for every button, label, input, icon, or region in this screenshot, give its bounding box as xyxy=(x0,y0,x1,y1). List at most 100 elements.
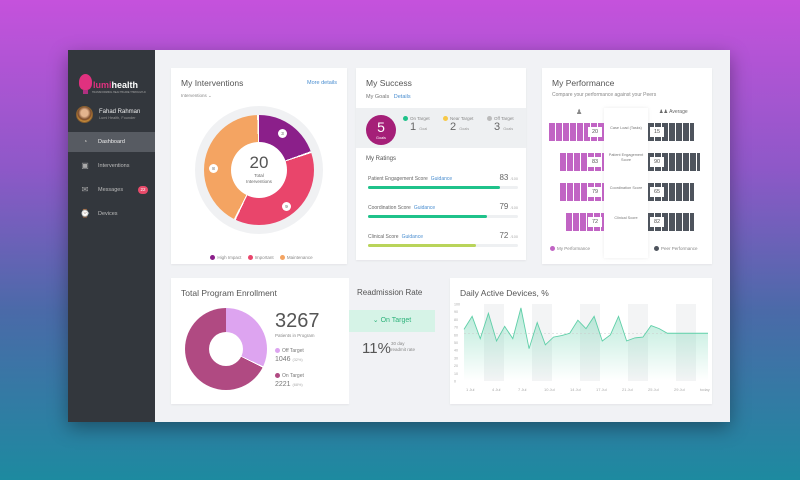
brand-name-part1: lumi xyxy=(93,80,112,90)
stat-label: Off Target xyxy=(494,116,514,121)
interventions-legend: High Impact Important Maintenance xyxy=(171,255,347,260)
card-title: My Interventions xyxy=(181,78,244,88)
app-window: lumi health TRANSFORMING HEALTHCARE THROU… xyxy=(68,50,730,422)
ratings-card: My Ratings Patient Engagement Score Guida… xyxy=(356,148,526,260)
on-target-status: ⌄ On Target xyxy=(349,310,435,332)
enrollment-donut-chart[interactable] xyxy=(185,308,267,390)
stat-label: On Target xyxy=(410,116,430,121)
high-impact-count: 3 xyxy=(278,129,287,138)
more-details-link[interactable]: More details xyxy=(307,80,337,86)
interventions-filter-dropdown[interactable]: Interventions ⌄ xyxy=(181,93,212,98)
sidebar-item-label: Devices xyxy=(98,211,118,217)
near-target-dot xyxy=(443,116,448,122)
success-card: My Success My Goals Details 5 Goals On T… xyxy=(356,68,526,148)
card-title: My Ratings xyxy=(366,156,397,162)
stat-unit: Goals xyxy=(503,127,514,132)
total-patients-value: 3267 xyxy=(275,310,320,332)
legend-dot-high-impact xyxy=(210,255,216,260)
y-tick-label: 50 xyxy=(454,341,458,345)
details-link[interactable]: Details xyxy=(393,94,411,100)
rating-coordination: Coordination Score Guidance 79 /100 xyxy=(368,202,518,218)
legend-label: High Impact xyxy=(217,254,242,260)
sidebar-nav: ◔ Dashboard ▣ Interventions ✉ Messages 2… xyxy=(68,132,155,224)
lightbulb-icon xyxy=(79,74,92,94)
guidance-link[interactable]: Guidance xyxy=(413,205,436,211)
card-title: Total Program Enrollment xyxy=(181,288,277,298)
my-value: 83 xyxy=(588,157,602,167)
speedometer-icon: ◔ xyxy=(82,137,88,146)
sidebar: lumi health TRANSFORMING HEALTHCARE THROU… xyxy=(68,50,155,422)
interventions-donut-chart: 20 Total Interventions 3 9 8 xyxy=(195,106,323,234)
logo: lumi health xyxy=(68,50,155,94)
daily-active-devices-chart[interactable]: 0 10 20 30 40 50 60 70 80 90 100 1 Jul 4 Jul 7 Jul 10 … xyxy=(450,278,712,404)
on-target-dot xyxy=(275,373,280,379)
rating-bar-fill xyxy=(368,186,500,189)
avatar[interactable] xyxy=(76,105,93,123)
rating-bar-fill xyxy=(368,215,487,218)
peer-value: 15 xyxy=(650,127,664,137)
on-target-value: 2221 xyxy=(275,381,291,388)
x-tick-label: 29 Jul xyxy=(674,387,685,392)
total-goals-circle: 5 Goals xyxy=(366,115,396,145)
guidance-link[interactable]: Guidance xyxy=(401,234,423,240)
off-target-dot xyxy=(275,348,280,354)
sidebar-item-interventions[interactable]: ▣ Interventions xyxy=(68,156,155,176)
y-tick-label: 90 xyxy=(454,310,458,314)
stat-unit: Goal xyxy=(419,127,428,132)
my-value: 20 xyxy=(588,127,602,137)
x-tick-label: today xyxy=(700,387,710,392)
user-profile[interactable]: Fahad Rahman Lumi Health, Founder xyxy=(68,95,155,129)
dashboard-content: My Interventions More details Interventi… xyxy=(155,50,730,422)
sidebar-item-devices[interactable]: ⌚ Devices xyxy=(68,204,155,224)
metric-label: Coordination Score xyxy=(609,186,643,190)
y-tick-label: 60 xyxy=(454,333,458,337)
guidance-link[interactable]: Guidance xyxy=(430,176,453,182)
total-interventions-value: 20 xyxy=(249,153,269,172)
off-target-label: Off Target xyxy=(282,348,304,354)
legend-dot xyxy=(550,246,555,252)
sidebar-item-dashboard[interactable]: ◔ Dashboard xyxy=(68,132,155,152)
legend-label: Maintenance xyxy=(286,254,313,260)
user-name: Fahad Rahman xyxy=(99,108,141,115)
rating-bar xyxy=(368,215,518,218)
goal-stat-off-target: Off Target 3 Goals xyxy=(487,116,514,133)
legend-label: My Performance xyxy=(557,246,591,251)
double-chevron-down-icon: ⌄ xyxy=(372,317,379,324)
y-tick-label: 10 xyxy=(454,372,458,376)
sidebar-item-messages[interactable]: ✉ Messages 22 xyxy=(68,180,155,200)
maintenance-count: 8 xyxy=(209,164,218,173)
watch-icon: ⌚ xyxy=(80,209,90,218)
off-target-stat: Off Target 1046 (32%) xyxy=(275,348,304,363)
donut-ring[interactable]: 20 Total Interventions xyxy=(204,115,314,225)
x-tick-label: 17 Jul xyxy=(596,387,607,392)
rating-value: 79 xyxy=(499,202,509,211)
performance-row-clinical: 72 Clinical Score 82 xyxy=(542,213,712,233)
sidebar-item-label: Messages xyxy=(98,187,124,193)
goal-stat-on-target: On Target 1 Goal xyxy=(403,116,430,133)
average-label: Average xyxy=(669,109,688,115)
data-line xyxy=(463,307,708,349)
x-tick-label: 10 Jul xyxy=(544,387,555,392)
peer-value: 65 xyxy=(650,187,664,197)
messages-count-badge: 22 xyxy=(138,186,148,194)
metric-label: Case Load (Tasks) xyxy=(610,126,642,130)
readmission-value: 11% xyxy=(362,340,391,357)
average-header: ♟♟ Average xyxy=(659,109,688,115)
total-patients-label: Patients in Program xyxy=(275,333,315,338)
sidebar-item-label: Interventions xyxy=(98,163,130,169)
performance-card: My Performance Compare your performance … xyxy=(542,68,712,264)
stat-value: 2 xyxy=(450,121,457,134)
stat-value: 3 xyxy=(494,121,501,134)
card-title: Readmission Rate xyxy=(357,288,423,297)
enrollment-card: Total Program Enrollment 3267 Patients i… xyxy=(171,278,349,404)
brand-name-part2: health xyxy=(111,80,139,90)
legend-dot-maintenance xyxy=(279,255,285,260)
my-value: 79 xyxy=(588,187,602,197)
y-tick-label: 0 xyxy=(454,380,456,384)
rating-value: 83 xyxy=(499,173,509,182)
off-target-pct: (32%) xyxy=(292,358,303,362)
interventions-card: My Interventions More details Interventi… xyxy=(171,68,347,264)
legend-dot-important xyxy=(247,255,253,260)
card-title: My Performance xyxy=(552,78,615,88)
envelope-icon: ✉ xyxy=(81,185,89,194)
